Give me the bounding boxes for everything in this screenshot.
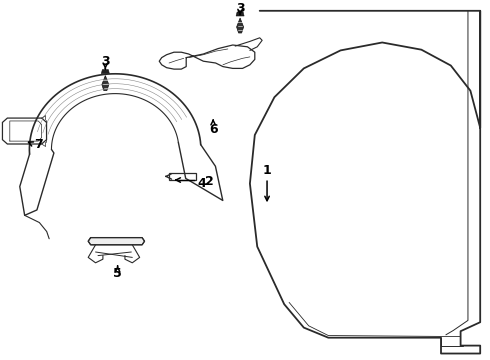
Polygon shape	[101, 69, 109, 73]
Polygon shape	[169, 173, 196, 180]
Polygon shape	[237, 18, 244, 33]
Text: 3: 3	[236, 3, 245, 15]
Text: 2: 2	[205, 175, 214, 188]
Polygon shape	[2, 118, 47, 144]
Polygon shape	[102, 76, 109, 91]
Polygon shape	[236, 12, 244, 16]
Text: 1: 1	[263, 165, 271, 177]
Text: 4: 4	[197, 177, 206, 190]
Text: 3: 3	[101, 55, 110, 68]
Polygon shape	[88, 238, 145, 245]
Text: 6: 6	[209, 123, 218, 136]
Text: 5: 5	[113, 267, 122, 280]
Text: 7: 7	[34, 138, 43, 151]
